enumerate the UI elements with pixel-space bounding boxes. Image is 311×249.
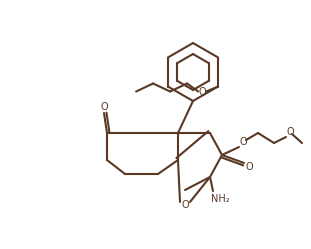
Text: O: O xyxy=(198,86,206,97)
Text: O: O xyxy=(181,200,189,210)
Text: O: O xyxy=(245,162,253,172)
Text: NH₂: NH₂ xyxy=(211,194,229,204)
Text: O: O xyxy=(239,137,247,147)
Text: O: O xyxy=(286,127,294,137)
Text: O: O xyxy=(100,102,108,112)
